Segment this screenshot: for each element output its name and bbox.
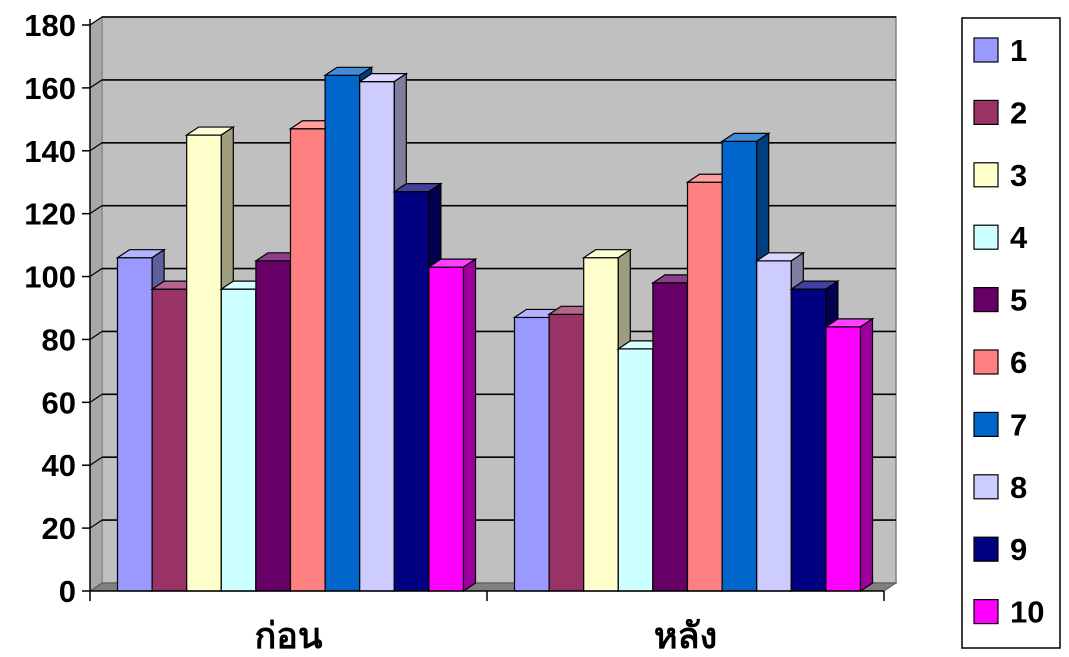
- gridline-side: [89, 16, 103, 26]
- legend-swatch: [973, 536, 999, 562]
- legend-item-5: 5: [973, 283, 1027, 318]
- legend-label: 6: [1010, 345, 1027, 380]
- gridline-side: [89, 142, 103, 152]
- y-tick-label: 40: [42, 448, 76, 483]
- y-tick-label: 80: [42, 322, 76, 357]
- legend-swatch: [973, 411, 999, 437]
- y-tick-label: 60: [42, 385, 76, 420]
- gridline-side: [89, 268, 103, 278]
- legend-label: 10: [1010, 595, 1044, 630]
- legend-label: 9: [1010, 532, 1027, 567]
- x-category-label: หลัง: [654, 616, 717, 657]
- legend-swatch: [973, 37, 999, 63]
- y-tick-label: 120: [24, 197, 76, 232]
- y-tick-label: 160: [24, 71, 76, 106]
- bar-series-10-before: [426, 258, 478, 593]
- legend-swatch: [973, 162, 999, 188]
- legend-item-2: 2: [973, 95, 1027, 130]
- y-tick-label: 100: [24, 260, 76, 295]
- x-axis-category-labels: ก่อน หลัง: [254, 616, 717, 657]
- y-tick-label: 20: [42, 511, 76, 546]
- bar-series-10-after: [823, 317, 875, 593]
- legend-label: 4: [1010, 220, 1028, 255]
- legend-item-3: 3: [973, 158, 1027, 193]
- gridline-side: [89, 519, 103, 529]
- legend-swatch: [973, 474, 999, 500]
- legend-swatch: [973, 224, 999, 250]
- bars: [115, 66, 875, 593]
- y-axis-tick-labels: 0 20 40 60 80 100 120 140 160 180: [24, 8, 76, 609]
- legend-item-10: 10: [973, 595, 1044, 630]
- legend-item-9: 9: [973, 532, 1027, 567]
- x-category-label: ก่อน: [254, 616, 322, 657]
- gridline-side: [89, 393, 103, 403]
- legend-label: 5: [1010, 283, 1027, 318]
- legend-item-8: 8: [973, 470, 1027, 505]
- legend-label: 3: [1010, 158, 1027, 193]
- gridline-side: [89, 456, 103, 466]
- axes: [82, 19, 885, 601]
- legend-item-1: 1: [973, 33, 1027, 68]
- y-tick-label: 140: [24, 134, 76, 169]
- legend-swatch: [973, 598, 999, 625]
- legend: 1 2 3 4 5 6 7 8 9 10: [961, 17, 1061, 649]
- y-tick-label: 0: [59, 574, 76, 609]
- legend-swatch: [973, 349, 999, 375]
- legend-swatch: [973, 99, 999, 126]
- legend-label: 1: [1010, 33, 1027, 68]
- gridline-side: [89, 205, 103, 215]
- legend-item-4: 4: [973, 220, 1028, 255]
- legend-swatch: [973, 287, 999, 313]
- legend-item-7: 7: [973, 407, 1027, 442]
- legend-label: 8: [1010, 470, 1027, 505]
- y-tick-label: 180: [24, 8, 76, 43]
- legend-item-6: 6: [973, 345, 1027, 380]
- gridline-side: [89, 79, 103, 89]
- gridline-side: [89, 330, 103, 340]
- side-wall: [89, 16, 103, 592]
- legend-label: 2: [1010, 95, 1027, 130]
- legend-label: 7: [1010, 407, 1027, 442]
